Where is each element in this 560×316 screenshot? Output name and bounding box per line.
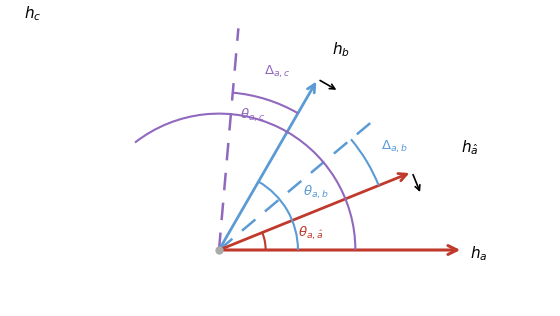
Text: $\theta_{a,c}$: $\theta_{a,c}$	[240, 106, 265, 124]
Text: $h_b$: $h_b$	[332, 41, 350, 59]
Text: $h_a$: $h_a$	[470, 244, 488, 263]
Text: $\Delta_{a,b}$: $\Delta_{a,b}$	[381, 138, 408, 155]
Text: $\Delta_{a,c}$: $\Delta_{a,c}$	[264, 64, 291, 80]
Text: $h_c$: $h_c$	[24, 4, 41, 23]
Text: $h_{\hat{a}}$: $h_{\hat{a}}$	[461, 138, 479, 157]
Text: $\theta_{a,\hat{a}}$: $\theta_{a,\hat{a}}$	[298, 224, 324, 242]
Text: $\theta_{a,b}$: $\theta_{a,b}$	[303, 184, 329, 201]
